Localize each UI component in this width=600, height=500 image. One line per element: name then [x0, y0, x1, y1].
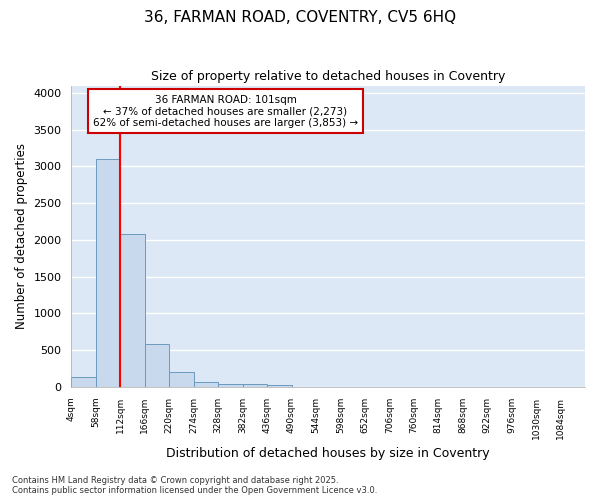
Text: 36 FARMAN ROAD: 101sqm
← 37% of detached houses are smaller (2,273)
62% of semi-: 36 FARMAN ROAD: 101sqm ← 37% of detached… [93, 94, 358, 128]
Text: Contains HM Land Registry data © Crown copyright and database right 2025.
Contai: Contains HM Land Registry data © Crown c… [12, 476, 377, 495]
Bar [71, 376, 96, 387]
Bar [96, 159, 121, 387]
Bar [194, 382, 218, 387]
Bar [218, 384, 242, 387]
Bar [121, 234, 145, 387]
Y-axis label: Number of detached properties: Number of detached properties [15, 143, 28, 329]
X-axis label: Distribution of detached houses by size in Coventry: Distribution of detached houses by size … [166, 447, 490, 460]
Bar [242, 384, 267, 387]
Bar [169, 372, 194, 387]
Text: 36, FARMAN ROAD, COVENTRY, CV5 6HQ: 36, FARMAN ROAD, COVENTRY, CV5 6HQ [144, 10, 456, 25]
Bar [267, 384, 292, 387]
Title: Size of property relative to detached houses in Coventry: Size of property relative to detached ho… [151, 70, 505, 83]
Bar [145, 344, 169, 387]
